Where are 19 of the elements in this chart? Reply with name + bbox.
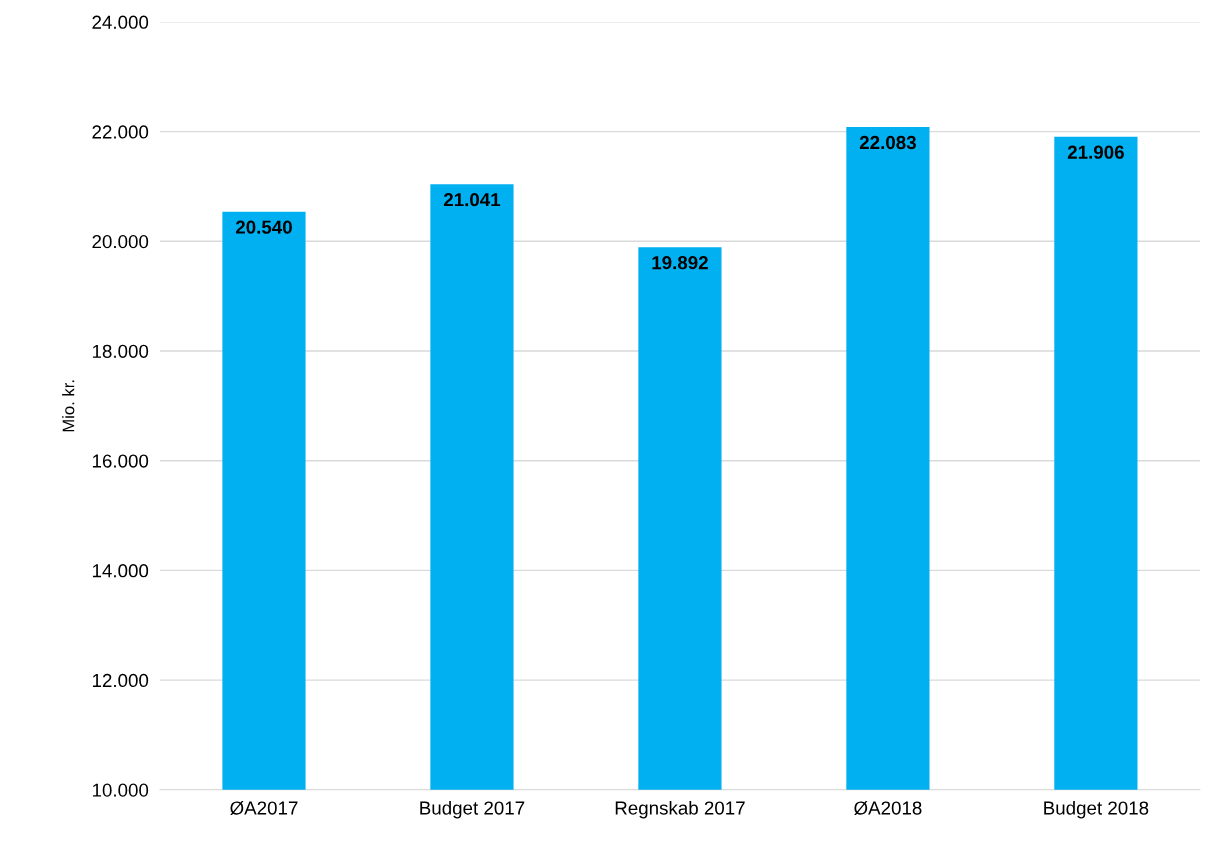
data-label: 19.892 <box>652 256 708 270</box>
data-label: 21.906 <box>1067 145 1124 159</box>
y-tick-label: 10.000 <box>92 783 149 797</box>
data-label: 21.041 <box>443 193 501 207</box>
y-tick-label: 12.000 <box>92 673 149 688</box>
y-tick-label: 18.000 <box>92 344 149 358</box>
x-tick-label: ØA2018 <box>854 801 922 815</box>
y-tick-label: 14.000 <box>92 564 149 578</box>
y-tick-label: 22.000 <box>92 125 149 139</box>
y-tick-label: 24.000 <box>92 15 149 29</box>
x-tick-label: Budget 2017 <box>420 800 525 819</box>
data-label: 20.540 <box>235 220 292 234</box>
data-label: 22.083 <box>859 135 916 150</box>
x-tick-label: Regnskab 2017 <box>615 800 745 819</box>
y-tick-label: 20.000 <box>92 234 149 249</box>
x-tick-label: Budget 2018 <box>1044 800 1149 819</box>
y-tick-label: 16.000 <box>92 454 149 468</box>
x-tick-label: ØA2017 <box>230 801 298 815</box>
y-axis-title: Mio. kr. <box>62 380 75 432</box>
